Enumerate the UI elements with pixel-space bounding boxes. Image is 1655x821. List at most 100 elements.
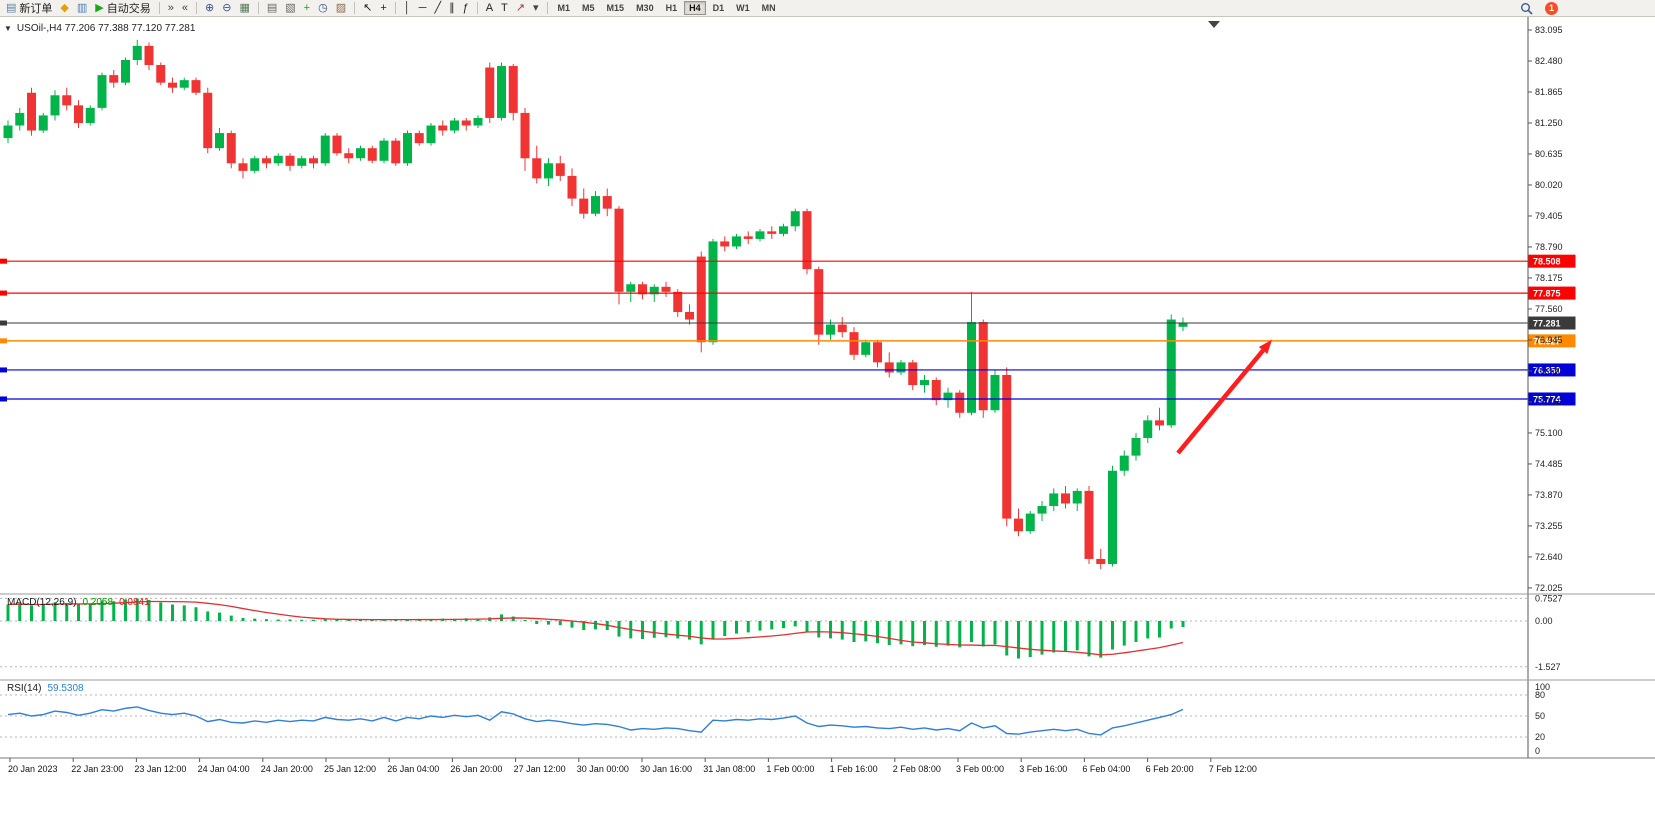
chart-shift-marker[interactable] <box>1208 21 1220 28</box>
objects-dropdown-button[interactable]: ▾ <box>529 1 543 16</box>
candle-body <box>790 211 800 227</box>
price-tick-label: 74.485 <box>1535 459 1563 469</box>
metaeditor-button[interactable]: ◆ <box>56 1 72 16</box>
navigator-button[interactable]: ▧ <box>281 1 299 16</box>
candle-body <box>497 66 506 118</box>
candle-body <box>602 196 612 209</box>
price-level-support-handle[interactable] <box>0 396 7 402</box>
time-axis-label: 31 Jan 08:00 <box>703 764 755 774</box>
vertical-line-button[interactable]: │ <box>400 1 415 16</box>
candle-body <box>379 140 389 161</box>
price-level-resistance-badge-label: 77.875 <box>1533 289 1561 299</box>
price-level-support-handle[interactable] <box>0 367 7 373</box>
candle-body <box>27 92 36 131</box>
trend-arrow-head[interactable] <box>1258 339 1272 354</box>
crosshair-button[interactable]: + <box>376 1 390 16</box>
fibonacci-button[interactable]: ƒ <box>459 1 473 16</box>
candle-body <box>743 236 753 239</box>
timeframe-mn-button[interactable]: MN <box>757 1 781 15</box>
autotrading-icon: ▶ <box>95 1 104 14</box>
rsi-scale-label: 0 <box>1535 746 1540 756</box>
data-window-button[interactable]: ▤ <box>263 1 281 16</box>
macd-scale-label: 0.00 <box>1535 616 1553 626</box>
autotrading-button-label: 自动交易 <box>106 3 151 15</box>
horizontal-line-button[interactable]: ─ <box>415 1 431 16</box>
zoom-out-button[interactable]: ⊖ <box>218 1 235 16</box>
candle-body <box>1025 513 1035 532</box>
price-level-pivot-handle[interactable] <box>0 338 7 344</box>
time-axis-label: 22 Jan 23:00 <box>71 764 123 774</box>
candle-body <box>544 163 553 179</box>
candle-body <box>50 95 60 116</box>
time-axis-label: 6 Feb 04:00 <box>1082 764 1130 774</box>
current-price-badge <box>1528 316 1576 330</box>
timeframe-h1-button[interactable]: H1 <box>661 1 683 15</box>
text-label-button[interactable]: T <box>497 1 512 16</box>
market-watch-button[interactable]: ▥ <box>73 1 91 16</box>
trend-arrow-shaft[interactable] <box>1176 349 1265 455</box>
candle-body <box>685 311 694 320</box>
timeframe-m1-button[interactable]: M1 <box>553 1 576 15</box>
periods-button[interactable]: ◷ <box>314 1 332 16</box>
time-axis-label: 25 Jan 12:00 <box>324 764 376 774</box>
new-order-button[interactable]: ▤ 新订单 <box>2 1 56 16</box>
templates-button[interactable]: ▨ <box>332 1 350 16</box>
price-level-resistance-handle[interactable] <box>0 290 7 296</box>
chart-area[interactable]: 78.508 77.875 76.927 76.350 75.774 77.281 0.7… <box>0 17 1655 821</box>
arrows-button[interactable]: ↗ <box>512 1 529 16</box>
candle-body <box>74 105 83 123</box>
candle-body <box>250 158 260 171</box>
text-button[interactable]: A <box>482 1 497 16</box>
price-tick-label: 73.870 <box>1535 490 1563 500</box>
auto-scroll-button[interactable]: » <box>164 1 178 16</box>
timeframe-m5-button[interactable]: M5 <box>577 1 600 15</box>
fibonacci-icon: ƒ <box>462 1 469 14</box>
candle-body <box>109 75 119 83</box>
trendline-button[interactable]: ╱ <box>430 1 445 16</box>
price-tick-label: 77.560 <box>1535 304 1563 314</box>
timeframe-m15-button[interactable]: M15 <box>602 1 630 15</box>
price-tick-label: 82.480 <box>1535 56 1563 66</box>
autotrading-button[interactable]: ▶ 自动交易 <box>91 1 154 16</box>
zoom-out-icon: ⊖ <box>222 1 232 14</box>
indicators-add-button[interactable]: + <box>300 1 314 16</box>
time-axis-label: 30 Jan 00:00 <box>577 764 629 774</box>
candle-body <box>473 117 483 126</box>
candle-body <box>849 332 859 355</box>
timeframe-h4-button[interactable]: H4 <box>684 1 706 15</box>
search-button[interactable] <box>1516 1 1537 16</box>
channel-button[interactable]: ∥ <box>445 1 459 16</box>
timeframe-d1-button[interactable]: D1 <box>708 1 730 15</box>
macd-signal-line <box>7 600 1184 656</box>
new-order-button-label: 新订单 <box>19 3 53 15</box>
candle-body <box>179 80 189 88</box>
price-tick-label: 72.025 <box>1535 583 1563 593</box>
macd-main-value: 0.2058 <box>82 597 114 608</box>
rsi-scale-label: 80 <box>1535 690 1545 700</box>
notifications-badge[interactable]: 1 <box>1545 1 1558 15</box>
one-click-trading-toggle[interactable]: ▼ <box>4 23 12 33</box>
candle-body <box>614 208 624 292</box>
candle-body <box>638 284 647 295</box>
vertical-line-icon: │ <box>403 1 411 14</box>
tile-windows-button[interactable]: ▦ <box>235 1 253 16</box>
timeframe-m30-button[interactable]: M30 <box>631 1 659 15</box>
chart-shift-icon: « <box>181 1 188 14</box>
zoom-in-button[interactable]: ⊕ <box>201 1 218 16</box>
cursor-button[interactable]: ↖ <box>359 1 376 16</box>
candle-body <box>567 175 577 199</box>
candle-body <box>38 115 48 131</box>
timeframe-w1-button[interactable]: W1 <box>731 1 755 15</box>
candle-body <box>1108 470 1117 564</box>
chart-shift-button[interactable]: « <box>178 1 192 16</box>
metaeditor-icon: ◆ <box>60 1 69 14</box>
candle-body <box>238 163 248 171</box>
chart-canvas[interactable]: 78.508 77.875 76.927 76.350 75.774 77.281 0.7… <box>0 17 1655 821</box>
periods-icon: ◷ <box>318 1 328 14</box>
price-level-support-badge-label: 76.350 <box>1533 365 1561 375</box>
price-level-resistance-handle[interactable] <box>0 258 7 264</box>
time-axis-label: 20 Jan 2023 <box>8 764 58 774</box>
current-price-handle[interactable] <box>0 320 7 326</box>
